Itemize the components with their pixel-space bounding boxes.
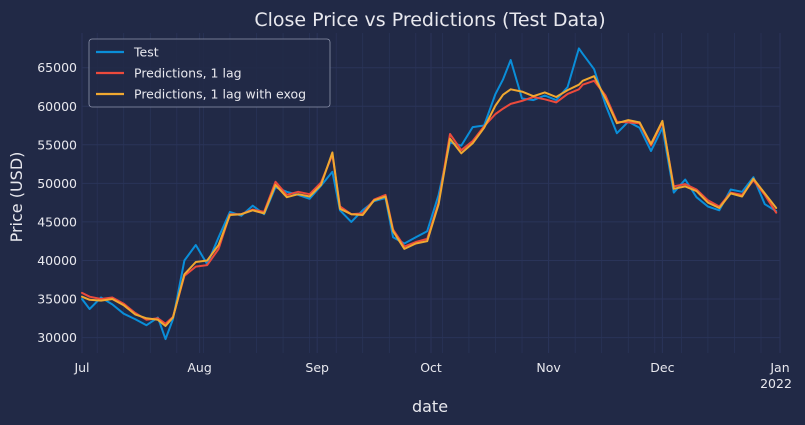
x-tick-label: Nov — [536, 360, 561, 375]
x-tick-label: Dec — [650, 360, 674, 375]
y-tick-label: 60000 — [37, 99, 77, 114]
y-axis-label: Price (USD) — [7, 152, 26, 243]
legend-box — [88, 38, 331, 108]
chart-title: Close Price vs Predictions (Test Data) — [254, 9, 605, 31]
y-tick-label: 55000 — [37, 137, 77, 152]
x-tick-label: Oct — [420, 360, 442, 375]
y-tick-label: 35000 — [37, 292, 77, 307]
x-tick-label: Jan — [769, 360, 789, 375]
x-tick-sublabel: 2022 — [760, 376, 792, 391]
legend-label-pred-1-lag: Predictions, 1 lag — [134, 66, 242, 81]
series-lines — [81, 47, 778, 341]
legend-label-pred-1-lag-exog: Predictions, 1 lag with exog — [134, 87, 306, 102]
x-tick-label: Jul — [73, 360, 89, 375]
y-tick-label: 50000 — [37, 176, 77, 191]
legend: Test Predictions, 1 lag Predictions, 1 l… — [88, 38, 331, 108]
y-tick-label: 65000 — [37, 60, 77, 75]
y-tick-label: 45000 — [37, 214, 77, 229]
series-line-test — [81, 47, 778, 341]
x-tick-label: Sep — [305, 360, 329, 375]
series-line-pred-1-lag-exog — [81, 75, 778, 327]
x-axis-label: date — [412, 397, 448, 416]
y-tick-label: 40000 — [37, 253, 77, 268]
x-tick-label: Aug — [187, 360, 211, 375]
legend-label-test: Test — [133, 45, 159, 60]
y-tick-label: 30000 — [37, 330, 77, 345]
